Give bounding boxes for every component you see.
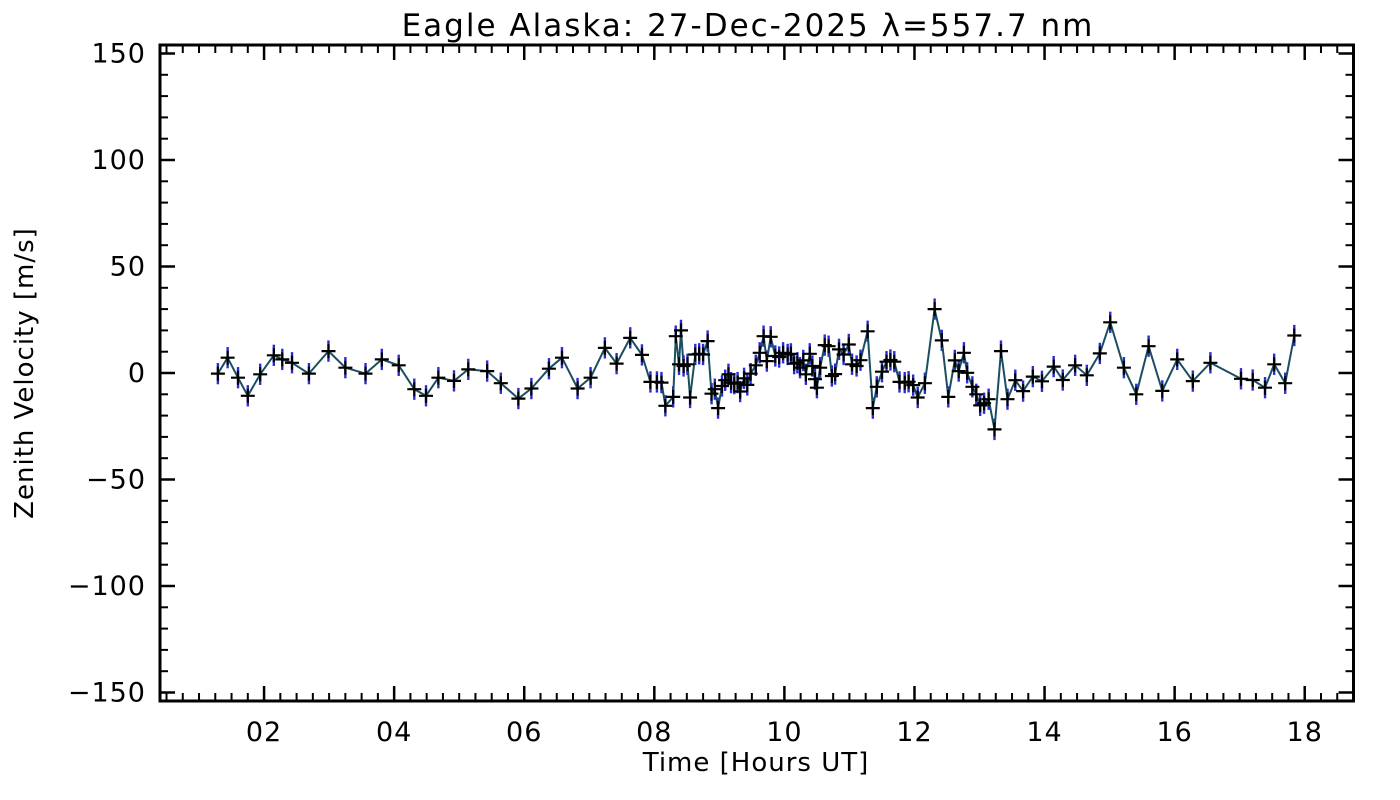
data-markers: [210, 302, 1302, 437]
x-tick-label: 10: [766, 717, 802, 748]
chart-title: Eagle Alaska: 27-Dec-2025 λ=557.7 nm: [402, 8, 1095, 44]
x-tick-label: 06: [506, 717, 542, 748]
y-tick-labels: −150 −100 −50 0 50 100 150: [68, 39, 146, 709]
plot-frame: [158, 43, 1355, 703]
plus-markers: [210, 302, 1302, 437]
y-tick-label: 0: [128, 358, 146, 389]
y-tick-label: −150: [68, 678, 146, 709]
y-tick-label: −100: [68, 571, 146, 602]
x-tick-label: 02: [246, 717, 282, 748]
x-tick-label: 08: [636, 717, 672, 748]
x-tick-label: 12: [896, 717, 932, 748]
y-tick-label: −50: [86, 465, 146, 496]
x-tick-label: 14: [1026, 717, 1062, 748]
frame-box: [158, 43, 1355, 703]
x-axis-label: Time [Hours UT]: [642, 748, 870, 778]
y-axis-ticks: [160, 52, 1354, 694]
x-tick-label: 16: [1156, 717, 1192, 748]
x-tick-label: 04: [376, 717, 412, 748]
y-tick-label: 100: [91, 145, 146, 176]
x-tick-label: 18: [1287, 717, 1323, 748]
y-axis-label: Zenith Velocity [m/s]: [10, 227, 40, 519]
x-axis-ticks: [165, 45, 1339, 701]
x-tick-labels: 02 04 06 08 10 12 14 16 18: [246, 717, 1323, 748]
y-tick-label: 150: [91, 39, 146, 70]
y-tick-label: 50: [110, 252, 146, 283]
